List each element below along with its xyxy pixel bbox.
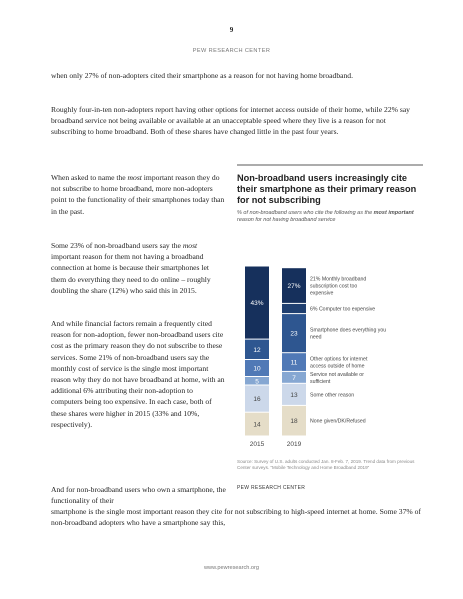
legend-label: None given/DK/Refused	[310, 419, 366, 425]
legend-label-line: Other options for internet	[310, 357, 368, 363]
emphasis-text: most important	[373, 210, 414, 216]
emphasis-text: most	[127, 173, 142, 182]
value-label: 14	[253, 422, 261, 429]
value-label: 27%	[287, 283, 300, 290]
bar-segment	[282, 371, 306, 383]
value-label: 12	[253, 347, 261, 354]
page-header: PEW RESEARCH CENTER	[192, 48, 271, 54]
bar-segment	[245, 385, 269, 412]
bar-segment	[245, 266, 269, 339]
paragraph: And while financial factors remain a fre…	[51, 319, 225, 429]
bar-segment	[282, 314, 306, 353]
bar-segment	[245, 339, 269, 359]
bar-segment	[282, 303, 306, 314]
legend-label: Service not available or sufficient	[310, 372, 364, 385]
legend-label-line: None given/DK/Refused	[310, 419, 366, 425]
legend-label: Other options for internet access outside…	[310, 357, 368, 370]
legend-label-line: subscription cost too	[310, 284, 357, 290]
category-label: 2015	[250, 441, 265, 448]
chart-org-label: PEW RESEARCH CENTER	[237, 485, 306, 491]
legend-label-line: sufficient	[310, 379, 331, 385]
value-label: 23	[290, 331, 298, 338]
value-label: 10	[253, 366, 261, 373]
legend-label-line: expensive	[310, 291, 333, 297]
page-number: 9	[229, 26, 234, 34]
bar-segment	[282, 383, 306, 405]
legend-label-line: access outside of home	[310, 364, 365, 370]
legend-label-line: need	[310, 335, 322, 341]
bar-segment	[245, 377, 269, 385]
text-run: reason for not having broadband service	[237, 217, 336, 224]
legend-label: 21% Monthly broadband subscription cost t…	[310, 277, 366, 297]
paragraph: when only 27% of non-adopters cited thei…	[51, 71, 353, 80]
legend-label: Some other reason	[310, 392, 354, 398]
text-run: important reason they do not subscribe t…	[51, 173, 225, 216]
bar-segment	[282, 353, 306, 371]
bar-segment	[282, 405, 306, 436]
value-label: 7	[292, 375, 296, 382]
paragraph: smartphone is the single most important …	[51, 507, 421, 528]
text-run: important reason for them not having a b…	[51, 252, 211, 295]
chart-source-note: Source: Survey of U.S. adults conducted …	[237, 459, 415, 470]
value-label: 13	[290, 392, 298, 399]
emphasis-text: most	[182, 241, 198, 250]
value-label: 43%	[250, 300, 263, 307]
text-run: % of non-broadband users who cite the fo…	[237, 210, 374, 216]
legend-label-line: Smartphone does everything you	[310, 328, 386, 334]
legend-label: 6% Computer too expensive	[310, 307, 375, 313]
paragraph: Some 23% of non-broadband users say the …	[51, 240, 226, 296]
bar-segment	[245, 412, 269, 436]
value-label: 18	[290, 418, 298, 425]
value-label: 16	[253, 396, 261, 403]
value-label: 11	[291, 360, 298, 367]
bar-segment	[245, 360, 269, 376]
legend-label-line: 21% Monthly broadband	[310, 277, 366, 283]
stacked-bar-chart: 14 16 5 10 12 43% 2015 18 13 7 11 23 27% 2019 None giv…	[237, 164, 423, 448]
value-label: 5	[255, 378, 259, 385]
text-run: When asked to name the	[51, 173, 128, 182]
text-run: Some 23% of non-broadband users say the	[51, 241, 183, 250]
page-footer: www.pewresearch.org	[203, 565, 260, 571]
paragraph: Roughly four-in-ten non-adopters report …	[51, 105, 410, 137]
legend-label-line: 6% Computer too expensive	[310, 307, 375, 313]
category-label: 2019	[287, 441, 302, 448]
paragraph: When asked to name the most important re…	[51, 172, 226, 217]
chart-title: Non-broadband users increasingly cite th…	[237, 173, 417, 206]
paragraph: And for non-broadband users who own a sm…	[51, 485, 226, 506]
chart-subtitle: % of non-broadband users who cite the fo…	[237, 210, 422, 224]
legend-label: Smartphone does everything you need	[310, 328, 386, 341]
bar-segment	[282, 268, 306, 303]
legend-label-line: Some other reason	[310, 392, 354, 398]
legend-label-line: Service not available or	[310, 372, 364, 378]
